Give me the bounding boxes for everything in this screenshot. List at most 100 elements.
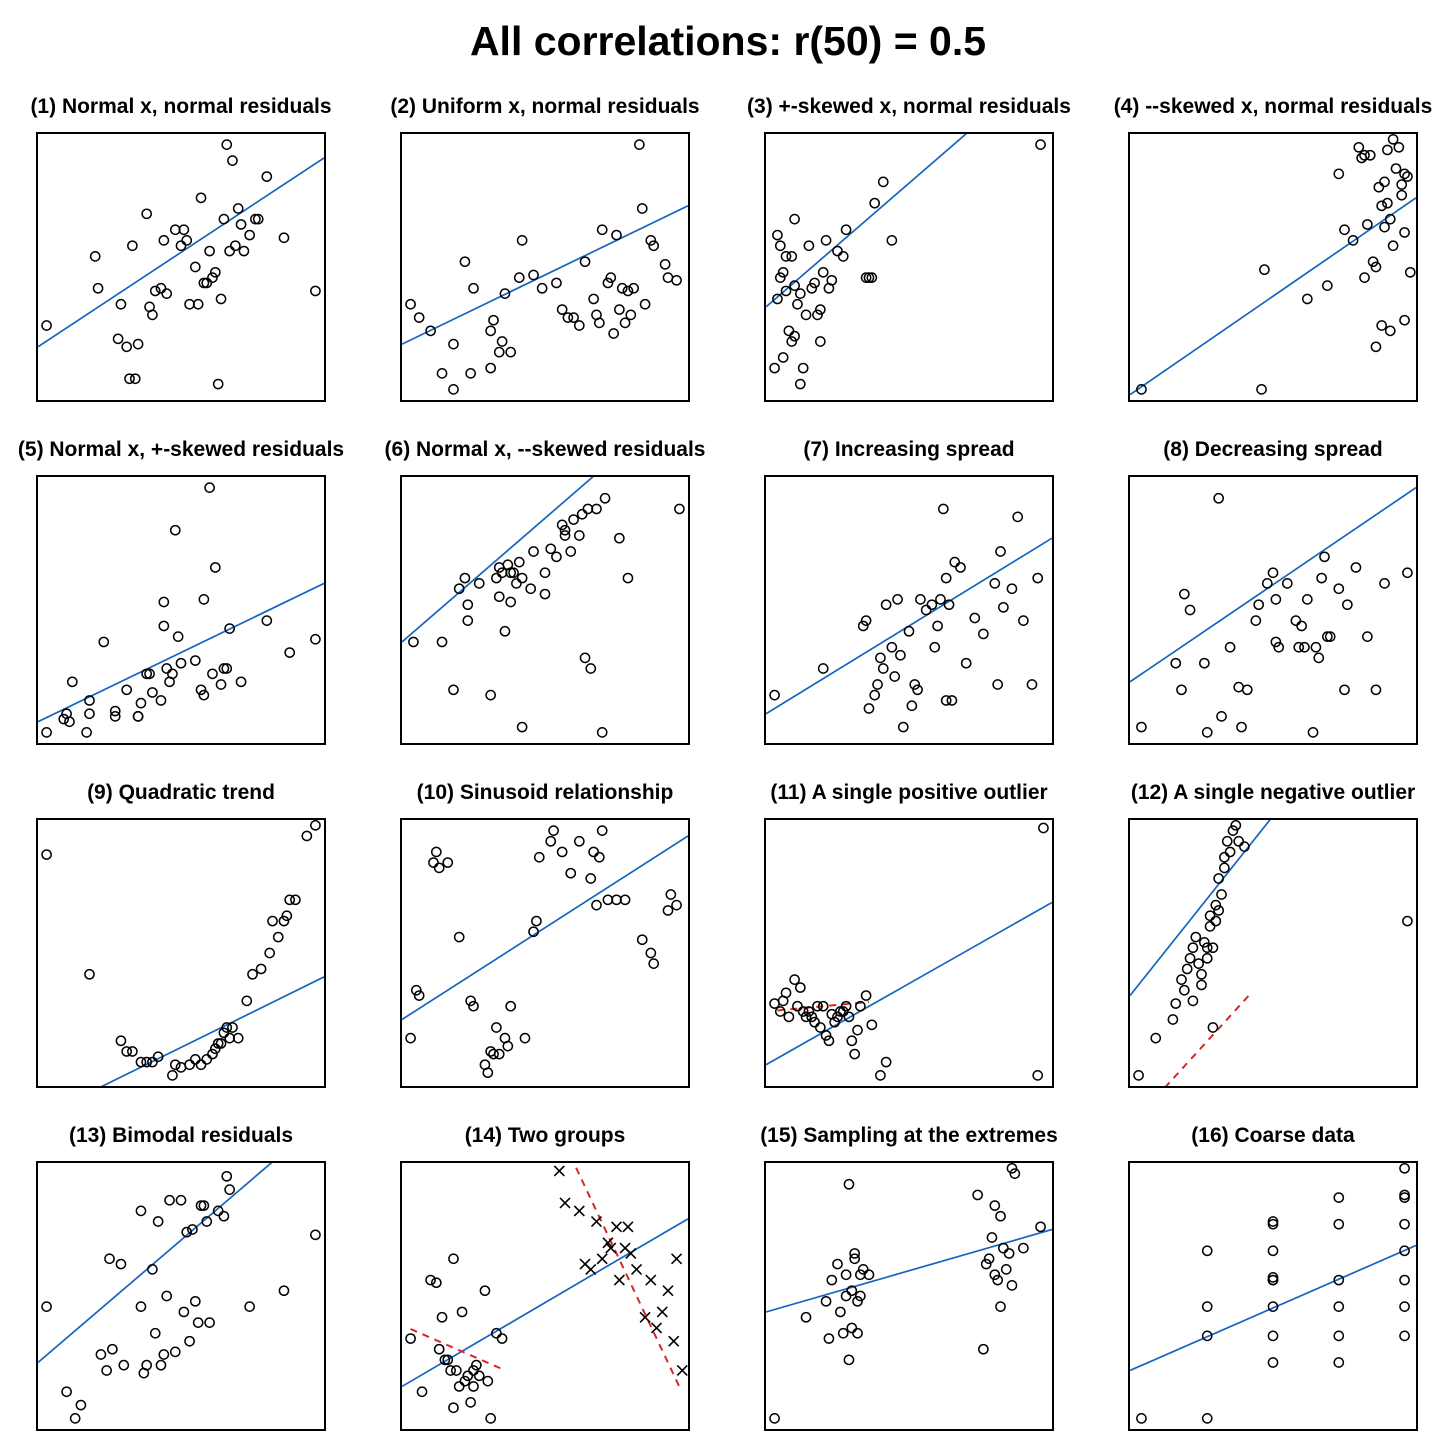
data-point bbox=[209, 1043, 221, 1055]
data-point bbox=[1353, 141, 1365, 153]
data-point bbox=[430, 846, 442, 858]
data-point bbox=[493, 346, 505, 358]
data-point bbox=[986, 1232, 998, 1243]
data-point bbox=[1210, 915, 1222, 927]
data-point bbox=[992, 1274, 1004, 1286]
data-point bbox=[198, 689, 210, 701]
data-point bbox=[499, 288, 511, 299]
data-point bbox=[1178, 984, 1190, 996]
data-point bbox=[625, 309, 637, 321]
data-point-cross bbox=[559, 1197, 571, 1209]
data-point bbox=[1382, 197, 1393, 209]
data-point bbox=[585, 873, 597, 884]
data-point bbox=[209, 266, 221, 278]
data-point-cross bbox=[668, 1335, 680, 1347]
data-point bbox=[1382, 144, 1393, 156]
data-point bbox=[1396, 189, 1408, 201]
data-point bbox=[1347, 235, 1359, 246]
data-point bbox=[814, 1022, 826, 1033]
data-point bbox=[124, 373, 135, 385]
data-point bbox=[149, 285, 161, 297]
data-point bbox=[141, 668, 153, 680]
data-point bbox=[619, 894, 631, 906]
data-point bbox=[1267, 1301, 1279, 1312]
data-point bbox=[175, 1194, 187, 1206]
data-point bbox=[155, 282, 167, 294]
data-point bbox=[209, 562, 221, 573]
data-point bbox=[164, 1194, 175, 1206]
scatter-plot bbox=[38, 139, 324, 390]
data-point bbox=[817, 663, 829, 674]
data-point bbox=[863, 1269, 875, 1281]
data-point-cross bbox=[596, 1253, 608, 1265]
data-point bbox=[1350, 562, 1362, 573]
data-point bbox=[1290, 615, 1302, 626]
data-point bbox=[459, 256, 471, 268]
data-point bbox=[837, 251, 849, 262]
data-point bbox=[232, 203, 244, 214]
data-point bbox=[1201, 1330, 1213, 1342]
data-point bbox=[648, 958, 660, 969]
data-point bbox=[772, 229, 783, 241]
data-point bbox=[41, 1301, 52, 1312]
data-point bbox=[1402, 915, 1413, 927]
data-point bbox=[1201, 952, 1213, 964]
data-point bbox=[1387, 134, 1399, 145]
data-point bbox=[192, 298, 204, 310]
data-point bbox=[1376, 200, 1388, 212]
data-point bbox=[817, 1000, 829, 1012]
data-point bbox=[1402, 567, 1413, 579]
data-point bbox=[783, 325, 795, 337]
data-point bbox=[413, 990, 425, 1001]
panel-title: (12) A single negative outlier bbox=[1130, 781, 1416, 804]
data-point bbox=[774, 272, 786, 283]
scatter-plot bbox=[38, 482, 324, 738]
data-point bbox=[488, 314, 499, 326]
data-point bbox=[895, 649, 906, 661]
data-point bbox=[519, 1032, 531, 1044]
data-point bbox=[605, 272, 617, 283]
scatter-panel bbox=[400, 1161, 690, 1431]
data-point bbox=[840, 1000, 852, 1012]
data-point bbox=[178, 1306, 190, 1318]
data-point bbox=[989, 1269, 1001, 1281]
data-point bbox=[41, 727, 52, 738]
data-point bbox=[485, 1413, 497, 1424]
data-point bbox=[115, 1258, 127, 1270]
data-point bbox=[281, 910, 293, 922]
data-point bbox=[585, 663, 597, 674]
data-point bbox=[215, 1038, 227, 1049]
data-point bbox=[278, 232, 290, 244]
data-point bbox=[244, 1301, 255, 1312]
data-point bbox=[926, 599, 938, 611]
data-point bbox=[545, 835, 557, 847]
scatter-plot bbox=[1130, 134, 1416, 396]
data-point-cross bbox=[630, 1263, 643, 1275]
data-point bbox=[1333, 1218, 1345, 1230]
data-point bbox=[611, 229, 622, 241]
data-point bbox=[1293, 641, 1305, 653]
data-point bbox=[998, 601, 1009, 613]
data-point bbox=[1219, 851, 1230, 863]
data-point bbox=[772, 293, 783, 305]
data-point bbox=[147, 1264, 158, 1275]
data-point bbox=[310, 633, 321, 645]
data-point bbox=[66, 676, 78, 688]
data-point bbox=[132, 711, 144, 722]
data-point bbox=[565, 546, 577, 557]
data-point bbox=[513, 272, 525, 283]
data-point bbox=[548, 825, 559, 836]
data-point bbox=[1213, 873, 1225, 884]
data-point-cross bbox=[590, 1215, 603, 1228]
data-point bbox=[1324, 631, 1336, 642]
data-point bbox=[218, 1027, 230, 1039]
data-point-cross bbox=[585, 1263, 597, 1275]
scatter-panel bbox=[36, 475, 326, 745]
scatter-plot bbox=[766, 503, 1052, 733]
data-point-cross bbox=[610, 1221, 623, 1233]
data-point bbox=[135, 1301, 147, 1312]
data-point bbox=[659, 258, 671, 270]
data-point bbox=[920, 604, 932, 616]
data-point bbox=[1333, 583, 1345, 595]
data-point bbox=[794, 288, 806, 299]
